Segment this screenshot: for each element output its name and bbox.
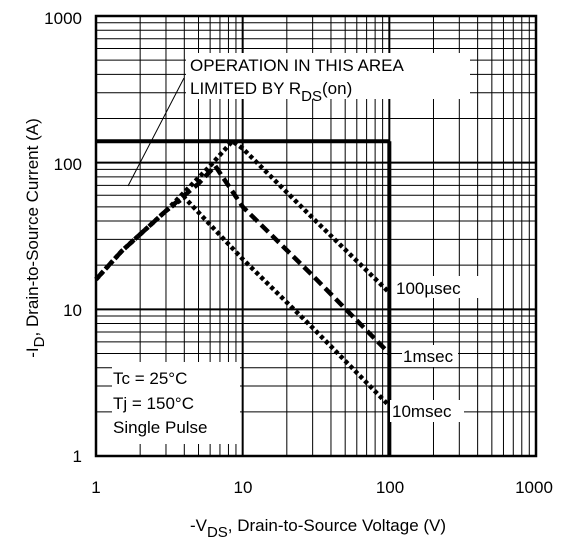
x-tick-label: 1000 (515, 478, 553, 497)
y-tick-label: 10 (63, 301, 82, 320)
limit-box (96, 139, 392, 456)
x-tick-label: 10 (234, 478, 253, 497)
conditions-box: Tc = 25°C Tj = 150°C Single Pulse (112, 362, 240, 444)
series-labels: 100µsec 1msec 10msec (390, 276, 480, 422)
series-line-100sec (94, 138, 391, 295)
annotation-line-1: OPERATION IN THIS AREA (190, 56, 404, 75)
condition-tc: Tc = 25°C (113, 369, 187, 388)
annotation-line-2-sub: DS (301, 88, 322, 105)
series-label-100usec: 100µsec (396, 279, 461, 298)
condition-pulse: Single Pulse (113, 418, 208, 437)
y-tick-labels: 1000 100 10 1 (44, 9, 82, 466)
annotation-leader-line (127, 77, 185, 187)
y-tick-label: 1000 (44, 9, 82, 28)
annotation-line-2-suffix: (on) (322, 79, 352, 98)
x-tick-label: 1 (91, 478, 100, 497)
y-tick-label: 1 (73, 447, 82, 466)
x-tick-label: 100 (376, 478, 404, 497)
y-axis-title: -ID, Drain-to-Source Current (A) (23, 118, 48, 357)
rds-limit-annotation: OPERATION IN THIS AREA LIMITED BY RDS(on… (127, 53, 470, 187)
y-tick-label: 100 (54, 155, 82, 174)
series-line-1msec (94, 163, 391, 356)
x-tick-labels: 1 10 100 1000 (91, 478, 553, 497)
series-label-10msec: 10msec (392, 402, 452, 421)
x-axis-title: -VDS, Drain-to-Source Voltage (V) (190, 516, 446, 541)
condition-tj: Tj = 150°C (113, 394, 194, 413)
series-label-1msec: 1msec (403, 347, 454, 366)
annotation-line-2-prefix: LIMITED BY R (190, 79, 301, 98)
series-lines (94, 138, 391, 408)
plot-frame (94, 14, 538, 458)
series-line-10msec (94, 195, 391, 408)
svg-text:LIMITED BY RDS(on): LIMITED BY RDS(on) (190, 79, 352, 105)
